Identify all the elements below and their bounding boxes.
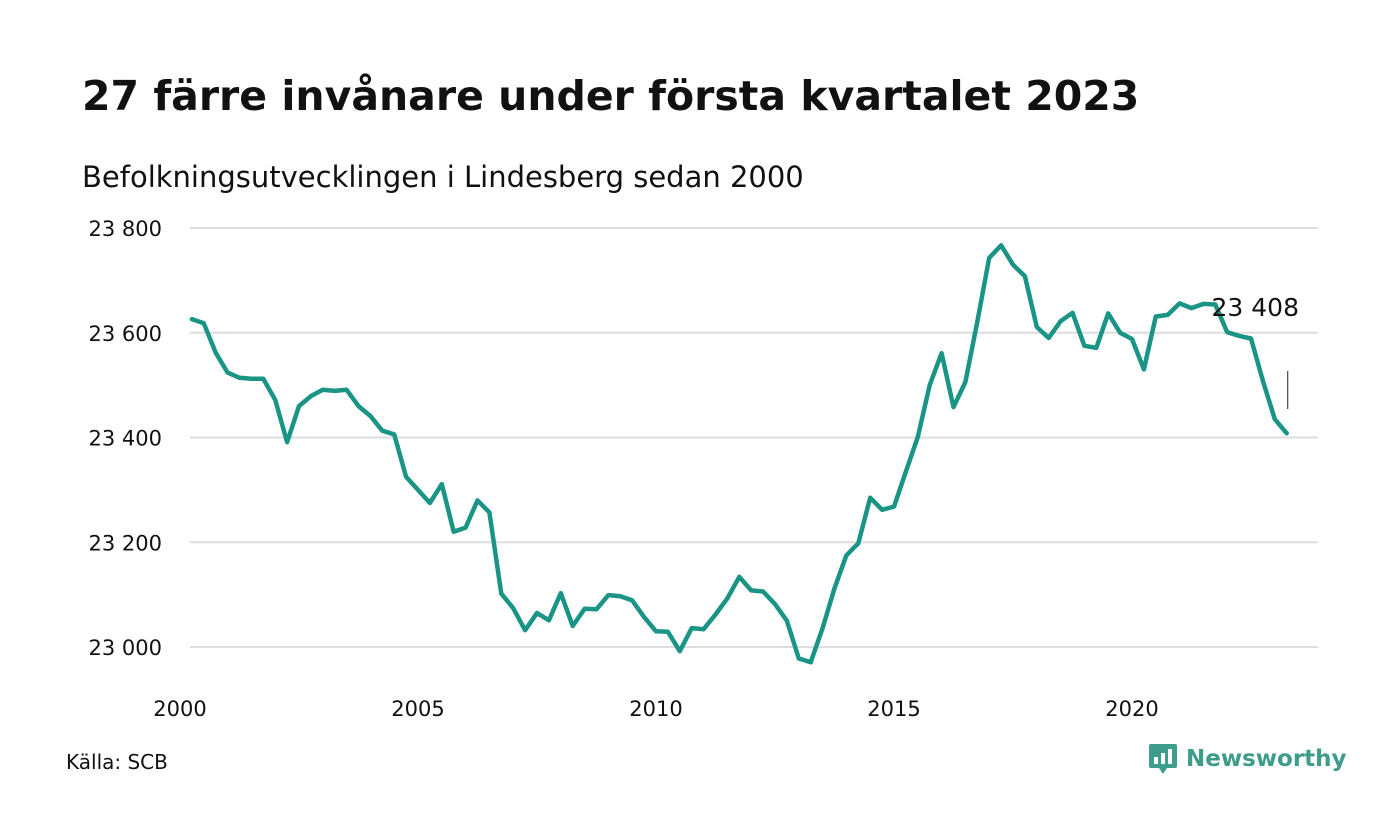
y-tick-label: 23 400 [89,427,162,451]
newsworthy-logo-icon [1149,744,1177,774]
x-tick-label: 2015 [867,697,920,721]
x-axis-ticks: 2000 2005 2010 2015 2020 [153,697,1158,721]
population-line [189,243,1289,665]
chart-subtitle: Befolkningsutvecklingen i Lindesberg sed… [82,160,804,194]
brand-logo[interactable]: Newsworthy [1148,742,1347,776]
x-tick-label: 2010 [629,697,682,721]
source-note: Källa: SCB [66,750,168,774]
annotations: 23 408 [1212,293,1299,409]
y-tick-label: 23 200 [89,531,162,555]
x-tick-label: 2000 [153,697,206,721]
y-tick-label: 23 800 [89,217,162,241]
x-tick-label: 2020 [1105,697,1158,721]
y-axis-ticks: 23 000 23 200 23 400 23 600 23 800 [89,217,162,660]
x-tick-label: 2005 [391,697,444,721]
gridlines [190,227,1318,648]
last-value-label: 23 408 [1212,293,1299,322]
y-tick-label: 23 000 [89,636,162,660]
y-tick-label: 23 600 [89,322,162,346]
chart-title: 27 färre invånare under första kvartalet… [82,72,1140,120]
series-group [189,243,1289,665]
brand-name: Newsworthy [1186,746,1347,772]
